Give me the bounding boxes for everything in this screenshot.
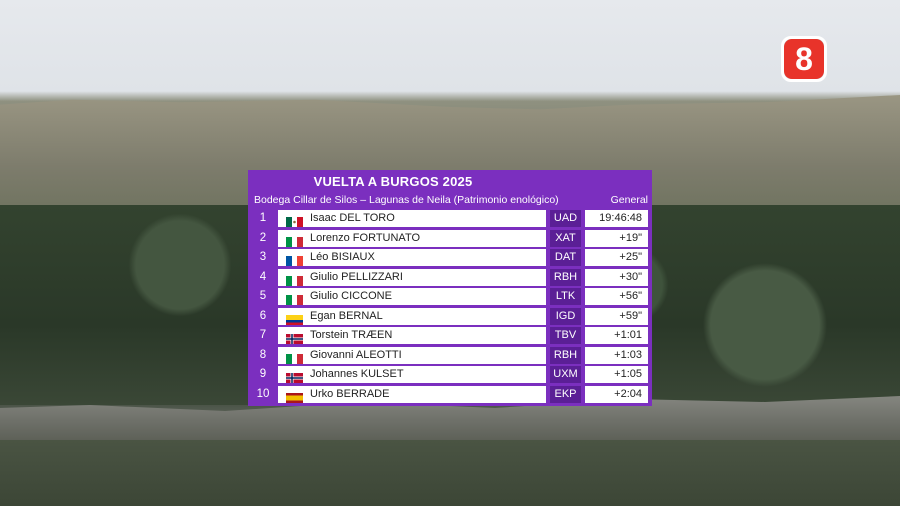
- team-code: IGD: [550, 307, 581, 325]
- position: 10: [256, 387, 270, 400]
- position: 9: [259, 368, 267, 380]
- time-gap: 19:46:48: [585, 210, 648, 227]
- classification-label: General: [610, 194, 648, 206]
- italy-flag: [286, 351, 303, 364]
- rider-name: Giulio CICCONE: [310, 290, 392, 302]
- position: 7: [259, 329, 267, 341]
- rider-name: Egan BERNAL: [310, 309, 383, 322]
- team-code: UAD: [550, 210, 581, 227]
- norway-flag: [286, 370, 303, 383]
- team-code: EKP: [550, 385, 581, 403]
- position: 4: [259, 270, 267, 283]
- rider-name: Johannes KULSET: [310, 368, 404, 380]
- team-code: DAT: [550, 249, 581, 266]
- rider-cell: Lorenzo FORTUNATO: [278, 229, 546, 247]
- rider-cell: Urko BERRADE: [278, 385, 546, 403]
- team-code: RBH: [550, 268, 581, 286]
- standings-row: 10 Urko BERRADE EKP +2:04: [248, 385, 652, 403]
- standings-row: 9 Johannes KULSET UXM +1:05: [248, 365, 652, 383]
- position: 2: [259, 231, 267, 244]
- rider-cell: Léo BISIAUX: [278, 249, 546, 266]
- position: 5: [259, 290, 267, 302]
- rider-name: Lorenzo FORTUNATO: [310, 231, 421, 244]
- rider-cell: Giovanni ALEOTTI: [278, 346, 546, 364]
- rider-name: Léo BISIAUX: [310, 251, 375, 263]
- spain-flag: [286, 390, 303, 403]
- colombia-flag: [286, 312, 303, 325]
- position: 1: [259, 212, 267, 224]
- position: 8: [259, 348, 267, 361]
- mexico-flag: [286, 214, 303, 227]
- norway-flag: [286, 331, 303, 344]
- time-gap: +1:05: [585, 366, 648, 383]
- rider-name: Isaac DEL TORO: [310, 212, 395, 224]
- rider-cell: Johannes KULSET: [278, 366, 546, 383]
- italy-flag: [286, 292, 303, 305]
- standings-row: 5 Giulio CICCONE LTK +56": [248, 287, 652, 305]
- rider-name: Torstein TRÆEN: [310, 329, 393, 341]
- position: 6: [259, 309, 267, 322]
- position: 3: [259, 251, 267, 263]
- standings-row: 8 Giovanni ALEOTTI RBH +1:03: [248, 346, 652, 364]
- lower-terrain: [0, 440, 900, 506]
- race-title: VUELTA A BURGOS 2025: [313, 174, 473, 189]
- team-code: UXM: [550, 366, 581, 383]
- italy-flag: [286, 273, 303, 286]
- team-code: RBH: [550, 346, 581, 364]
- rider-cell: Giulio PELLIZZARI: [278, 268, 546, 286]
- rider-name: Urko BERRADE: [310, 387, 390, 400]
- standings-row: 4 Giulio PELLIZZARI RBH +30": [248, 268, 652, 286]
- stage-name: Bodega Cillar de Silos – Lagunas de Neil…: [254, 194, 559, 206]
- team-code: LTK: [550, 288, 581, 305]
- time-gap: +25": [585, 249, 648, 266]
- rider-cell: Isaac DEL TORO: [278, 210, 573, 227]
- italy-flag: [286, 234, 303, 247]
- time-gap: +2:04: [585, 385, 648, 403]
- time-gap: +59": [585, 307, 648, 325]
- france-flag: [286, 253, 303, 266]
- standings-board: VUELTA A BURGOS 2025 Bodega Cillar de Si…: [248, 170, 652, 406]
- time-gap: +19": [585, 229, 648, 247]
- rider-name: Giulio PELLIZZARI: [310, 270, 403, 283]
- team-code: TBV: [550, 327, 581, 344]
- standings-row: 6 Egan BERNAL IGD +59": [248, 307, 652, 325]
- time-gap: +30": [585, 268, 648, 286]
- standings-row: 2 Lorenzo FORTUNATO XAT +19": [248, 229, 652, 247]
- rider-cell: Egan BERNAL: [278, 307, 546, 325]
- standings-row: 7 Torstein TRÆEN TBV +1:01: [248, 326, 652, 344]
- rider-name: Giovanni ALEOTTI: [310, 348, 402, 361]
- rider-cell: Giulio CICCONE: [278, 288, 546, 305]
- standings-row: 3 Léo BISIAUX DAT +25": [248, 248, 652, 266]
- time-gap: +1:01: [585, 327, 648, 344]
- team-code: XAT: [550, 229, 581, 247]
- time-gap: +56": [585, 288, 648, 305]
- rider-cell: Torstein TRÆEN: [278, 327, 546, 344]
- time-gap: +1:03: [585, 346, 648, 364]
- channel-logo: 8: [781, 36, 827, 82]
- standings-row: 1 Isaac DEL TORO UAD 19:46:48: [248, 209, 652, 227]
